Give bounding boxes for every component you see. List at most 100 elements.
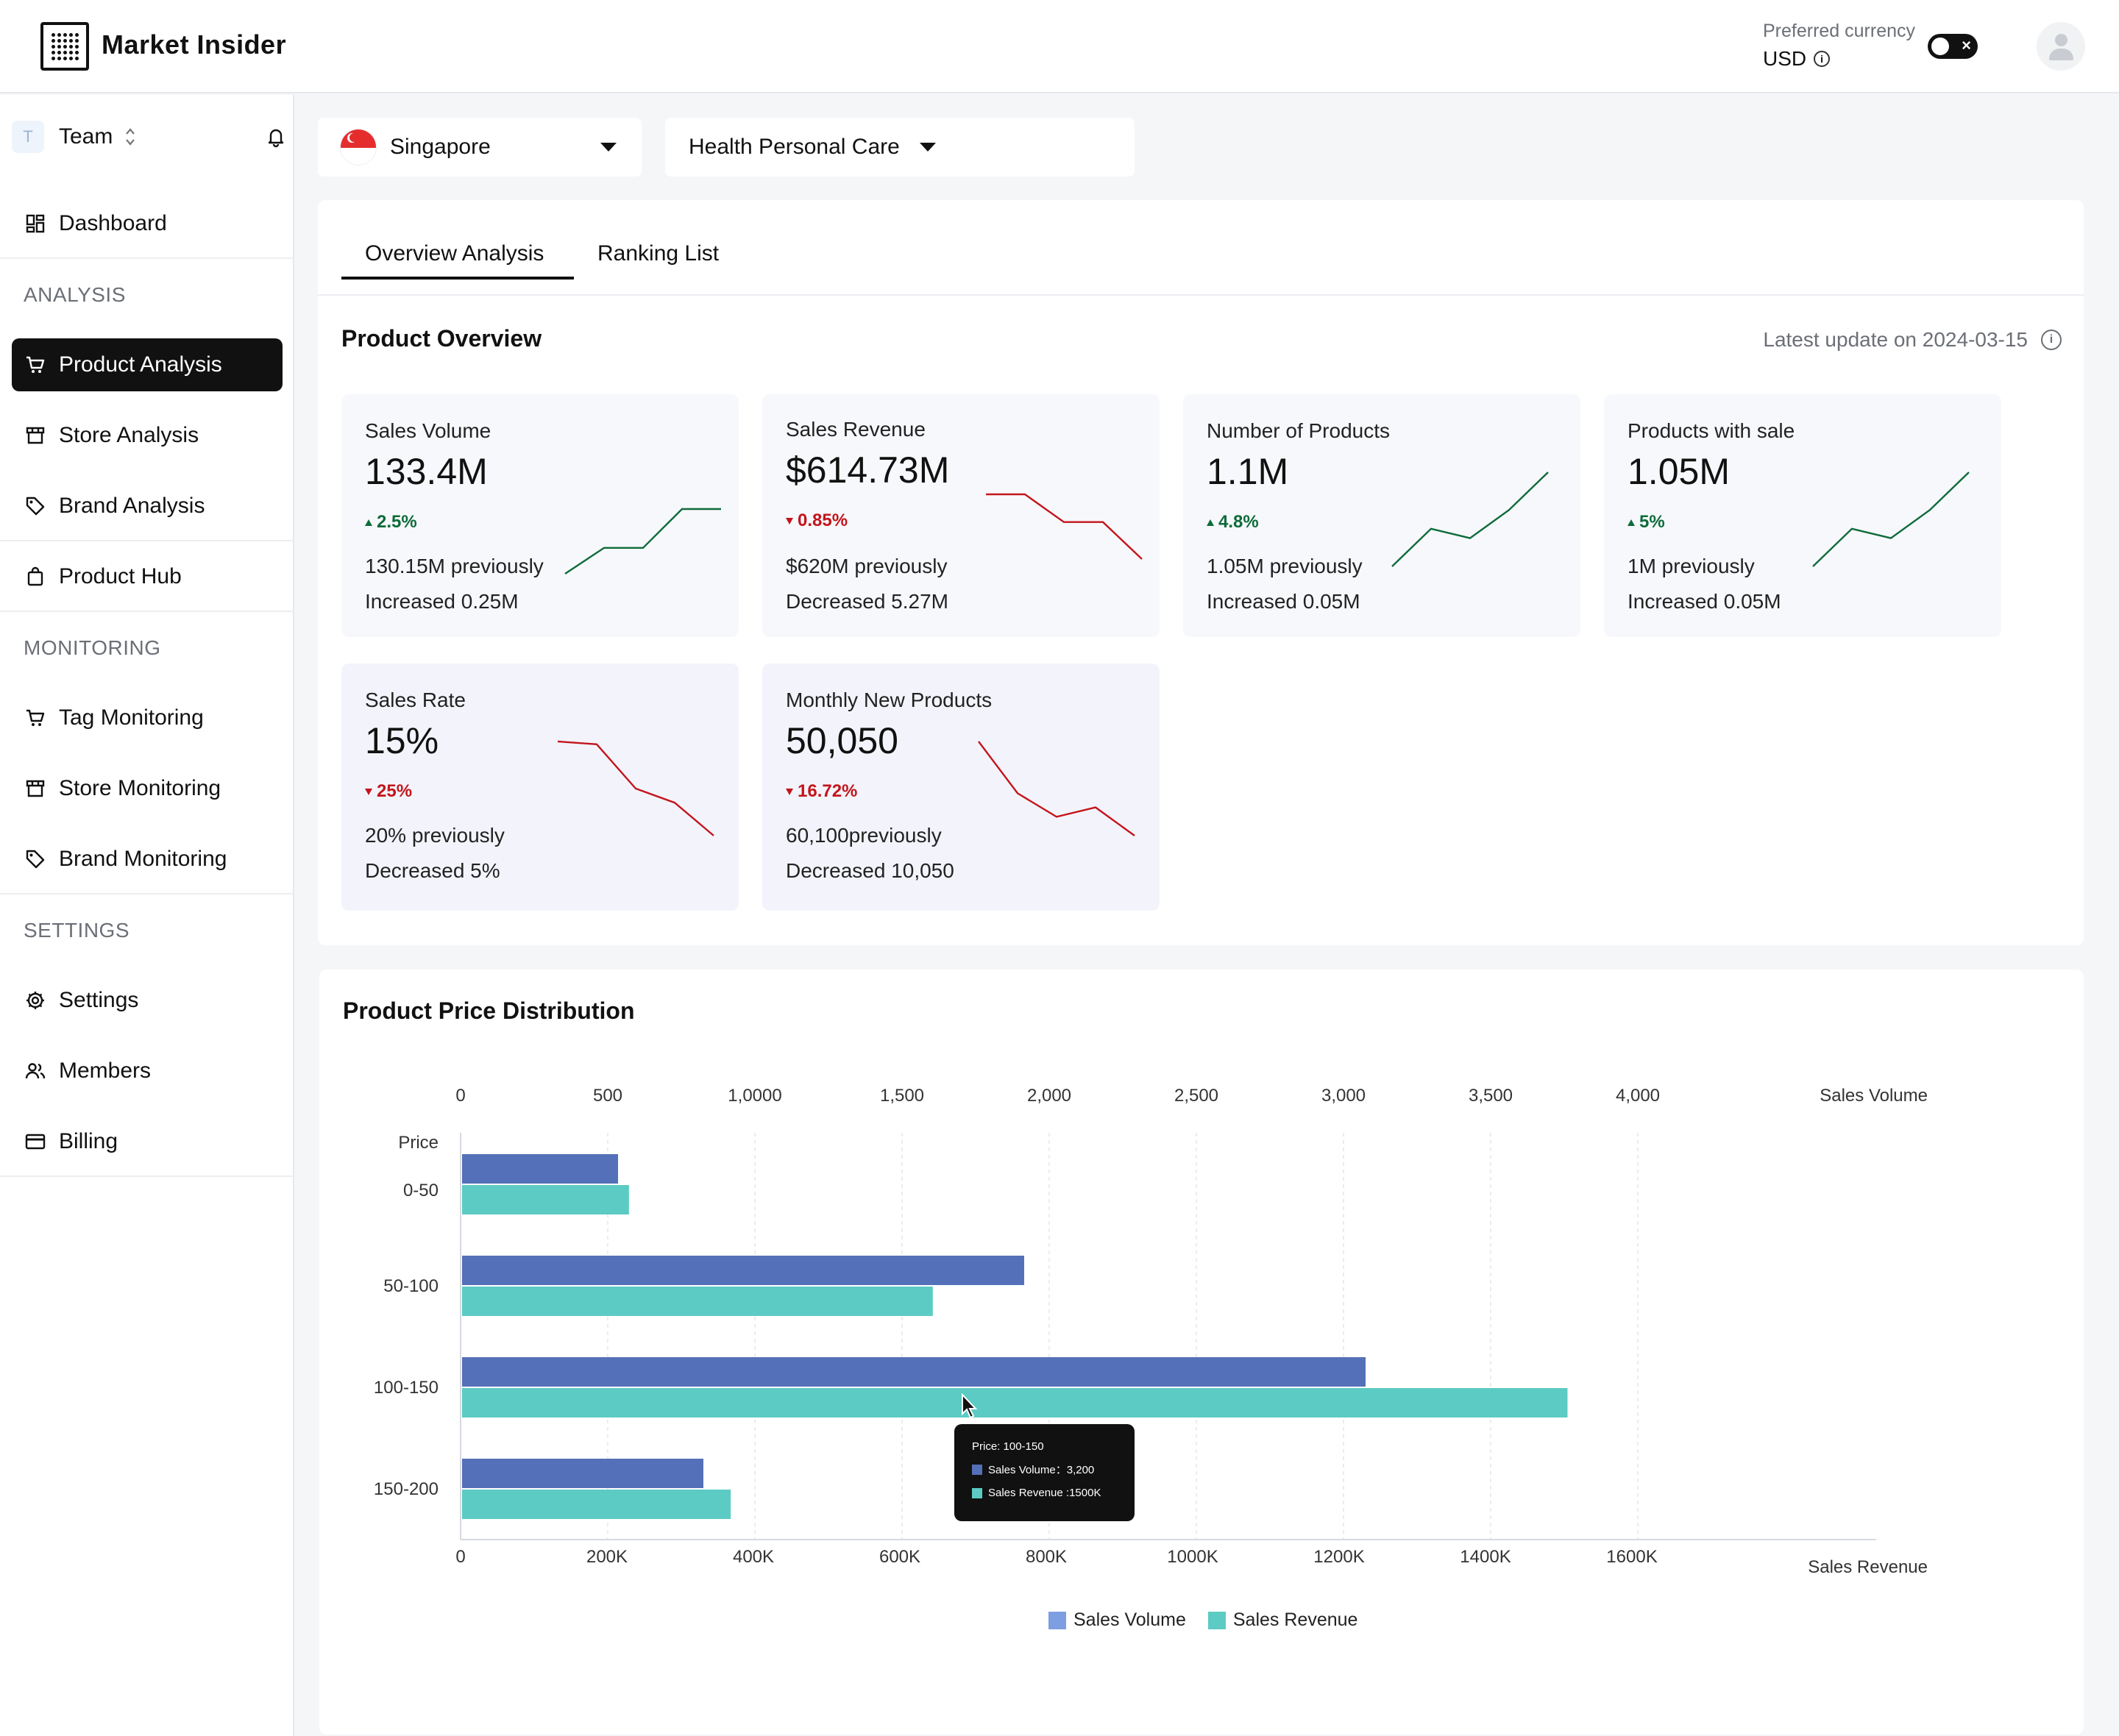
sparkline-path — [1391, 472, 1549, 567]
info-icon[interactable]: i — [1814, 51, 1831, 67]
arrow-up-icon — [1628, 519, 1635, 526]
metric-previous: $620M previously — [786, 555, 948, 577]
credit-card-icon — [25, 1131, 46, 1152]
overview-panel: Overview Analysis Ranking List Product O… — [318, 200, 2084, 945]
singapore-flag-icon — [340, 129, 377, 166]
team-switcher[interactable]: T Team — [12, 111, 291, 163]
sidebar-item-label: Product Hub — [59, 564, 182, 588]
bottom-axis-tick-label: 800K — [1026, 1547, 1067, 1567]
sidebar-item-billing[interactable]: Billing — [12, 1115, 283, 1168]
users-icon — [25, 1061, 46, 1081]
bar-sales-revenue[interactable] — [462, 1388, 1568, 1417]
metric-change: 0.85% — [786, 511, 848, 531]
bottom-axis-tick-label: 1200K — [1313, 1547, 1364, 1567]
sidebar-item-tag-monitoring[interactable]: Tag Monitoring — [12, 691, 283, 744]
bottom-axis-tick-label: 600K — [879, 1547, 920, 1567]
top-axis-tick-label: 3,000 — [1321, 1086, 1366, 1106]
close-icon: × — [1962, 36, 1971, 54]
bar-sales-revenue[interactable] — [462, 1185, 629, 1214]
metric-title: Number of Products — [1207, 419, 1390, 442]
section-label-analysis: ANALYSIS — [24, 283, 126, 306]
metric-card[interactable]: Sales Volume 133.4M 2.5% 130.15M previou… — [341, 394, 739, 637]
sidebar-item-product-hub[interactable]: Product Hub — [12, 550, 283, 603]
mouse-cursor-icon — [962, 1393, 978, 1419]
metric-value: 133.4M — [365, 451, 488, 492]
team-badge: T — [12, 121, 44, 153]
category-label: 0-50 — [403, 1181, 439, 1200]
metric-card[interactable]: Sales Rate 15% 25% 20% previously Decrea… — [341, 664, 739, 911]
sidebar-item-product-analysis[interactable]: Product Analysis — [12, 338, 283, 391]
sidebar-item-label: Store Monitoring — [59, 776, 221, 800]
tooltip-title: Price: 100-150 — [972, 1440, 1044, 1453]
tab-bar: Overview Analysis Ranking List — [318, 200, 2084, 296]
metric-card[interactable]: Monthly New Products 50,050 16.72% 60,10… — [762, 664, 1160, 911]
metric-previous: 1M previously — [1628, 555, 1755, 577]
top-axis-tick-label: 2,500 — [1174, 1086, 1218, 1106]
bar-sales-revenue[interactable] — [462, 1490, 731, 1519]
sidebar-item-store-analysis[interactable]: Store Analysis — [12, 409, 283, 462]
bar-sales-revenue[interactable] — [462, 1287, 933, 1316]
legend-item-sales-revenue[interactable]: Sales Revenue — [1207, 1609, 1357, 1631]
arrow-down-icon — [365, 788, 372, 795]
top-axis-tick-label: 1,500 — [880, 1086, 924, 1106]
logo-icon[interactable] — [40, 22, 89, 71]
overview-title: Product Overview — [341, 325, 542, 352]
distribution-title: Product Price Distribution — [343, 997, 635, 1024]
metric-value: $614.73M — [786, 449, 950, 491]
bottom-axis-tick-label: 0 — [455, 1547, 465, 1567]
tooltip-revenue: Sales Revenue :1500K — [988, 1487, 1101, 1499]
team-label: Team — [59, 124, 113, 149]
metric-title: Products with sale — [1628, 419, 1795, 442]
tooltip-volume: Sales Volume：3,200 — [988, 1464, 1095, 1476]
metric-diff: Increased 0.25M — [365, 590, 519, 613]
bar-sales-volume[interactable] — [462, 1357, 1366, 1387]
avatar[interactable] — [2037, 22, 2085, 71]
sidebar-item-label: Brand Monitoring — [59, 847, 227, 871]
metric-title: Sales Volume — [365, 419, 491, 442]
sidebar-item-dashboard[interactable]: Dashboard — [12, 197, 283, 250]
sparkline-path — [1812, 472, 1970, 567]
info-icon[interactable]: i — [2041, 330, 2062, 350]
arrow-down-icon — [786, 788, 793, 795]
sidebar-item-brand-monitoring[interactable]: Brand Monitoring — [12, 833, 283, 886]
sidebar-item-members[interactable]: Members — [12, 1045, 283, 1098]
sidebar-item-label: Store Analysis — [59, 423, 199, 447]
sidebar-item-store-monitoring[interactable]: Store Monitoring — [12, 762, 283, 815]
caret-down-icon — [600, 143, 617, 152]
sidebar: T Team Dashboard ANALYSIS Product Analys… — [0, 95, 294, 1736]
metric-change: 2.5% — [365, 512, 417, 533]
toggle-knob — [1931, 38, 1949, 55]
metric-title: Sales Revenue — [786, 418, 926, 441]
sidebar-item-brand-analysis[interactable]: Brand Analysis — [12, 480, 283, 533]
metric-previous: 1.05M previously — [1207, 555, 1363, 577]
bar-sales-volume[interactable] — [462, 1256, 1024, 1285]
top-axis-tick-label: 4,000 — [1616, 1086, 1660, 1106]
category-select[interactable]: Health Personal Care — [665, 118, 1135, 177]
legend-swatch — [1207, 1611, 1226, 1629]
sidebar-item-settings[interactable]: Settings — [12, 974, 283, 1027]
top-axis-tick-label: 1,0000 — [728, 1086, 781, 1106]
legend-item-sales-volume[interactable]: Sales Volume — [1048, 1609, 1186, 1631]
metric-previous: 60,100previously — [786, 824, 942, 847]
sparkline — [978, 741, 1135, 836]
metric-value: 50,050 — [786, 720, 898, 761]
metric-value: 15% — [365, 720, 439, 761]
currency-toggle[interactable]: × — [1928, 34, 1978, 59]
metric-card[interactable]: Products with sale 1.05M 5% 1M previousl… — [1604, 394, 2001, 637]
bar-sales-volume[interactable] — [462, 1459, 703, 1488]
store-icon — [25, 425, 46, 446]
metric-card[interactable]: Number of Products 1.1M 4.8% 1.05M previ… — [1183, 394, 1580, 637]
metric-diff: Decreased 5% — [365, 859, 500, 882]
top-axis-label: Sales Volume — [1820, 1086, 1928, 1106]
bottom-axis-tick-label: 400K — [733, 1547, 774, 1567]
metric-card[interactable]: Sales Revenue $614.73M 0.85% $620M previ… — [762, 394, 1160, 637]
bar-sales-volume[interactable] — [462, 1154, 618, 1184]
sidebar-item-label: Members — [59, 1059, 152, 1083]
top-axis-tick-label: 500 — [593, 1086, 622, 1106]
tab-overview-analysis[interactable]: Overview Analysis — [365, 241, 544, 266]
bell-icon[interactable] — [265, 126, 287, 148]
country-select[interactable]: Singapore — [318, 118, 642, 177]
currency-value[interactable]: USD i — [1763, 47, 1831, 71]
tab-ranking-list[interactable]: Ranking List — [597, 241, 720, 266]
